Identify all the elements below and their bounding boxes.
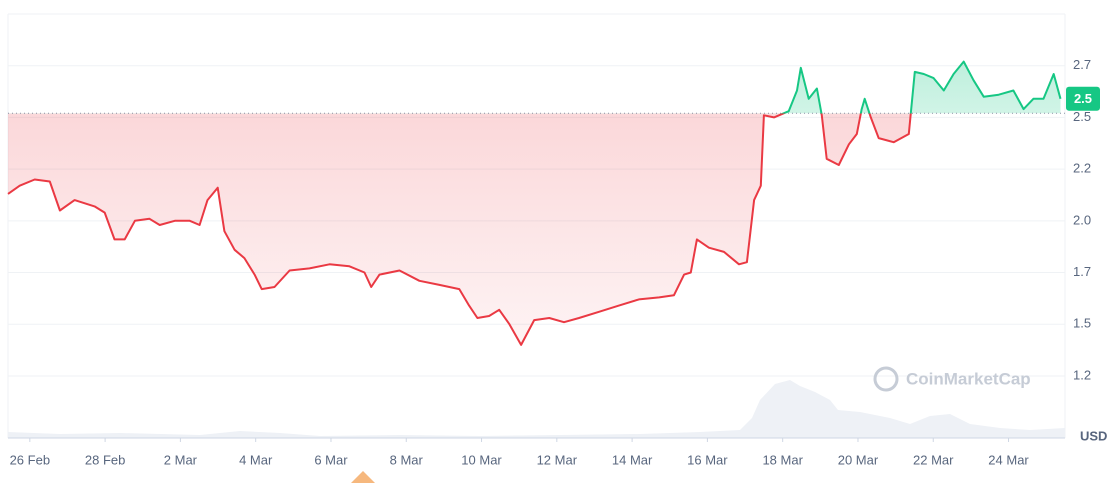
x-tick-label: 26 Feb xyxy=(10,452,50,467)
y-tick-label: 2.2 xyxy=(1073,161,1091,176)
y-tick-label: 2.0 xyxy=(1073,212,1091,227)
current-price-label: 2.5 xyxy=(1074,91,1092,106)
x-tick-label: 10 Mar xyxy=(461,452,502,467)
x-tick-label: 6 Mar xyxy=(314,452,348,467)
x-tick-label: 8 Mar xyxy=(390,452,424,467)
watermark-logo xyxy=(873,366,899,392)
y-tick-label: 2.5 xyxy=(1073,109,1091,124)
x-tick-label: 20 Mar xyxy=(838,452,879,467)
x-tick-label: 22 Mar xyxy=(913,452,954,467)
y-tick-label: 1.2 xyxy=(1073,367,1091,382)
current-price-tag xyxy=(1066,86,1100,111)
y-tick-label: 1.7 xyxy=(1073,264,1091,279)
volume-area xyxy=(8,380,1065,438)
event-marker xyxy=(351,471,375,483)
x-tick-label: 16 Mar xyxy=(687,452,728,467)
x-tick-label: 14 Mar xyxy=(612,452,653,467)
price-line xyxy=(7,60,1062,346)
x-tick-label: 28 Feb xyxy=(85,452,125,467)
x-tick-label: 24 Mar xyxy=(988,452,1029,467)
price-area xyxy=(8,61,1061,345)
y-tick-label: 1.5 xyxy=(1073,316,1091,331)
x-tick-label: 12 Mar xyxy=(537,452,578,467)
watermark: CoinMarketCap xyxy=(873,366,1031,392)
currency-label: USD xyxy=(1080,428,1107,443)
x-tick-label: 2 Mar xyxy=(164,452,198,467)
x-tick-label: 4 Mar xyxy=(239,452,273,467)
watermark-text: CoinMarketCap xyxy=(906,369,1031,388)
x-tick-label: 18 Mar xyxy=(762,452,803,467)
y-tick-label: 2.7 xyxy=(1073,57,1091,72)
